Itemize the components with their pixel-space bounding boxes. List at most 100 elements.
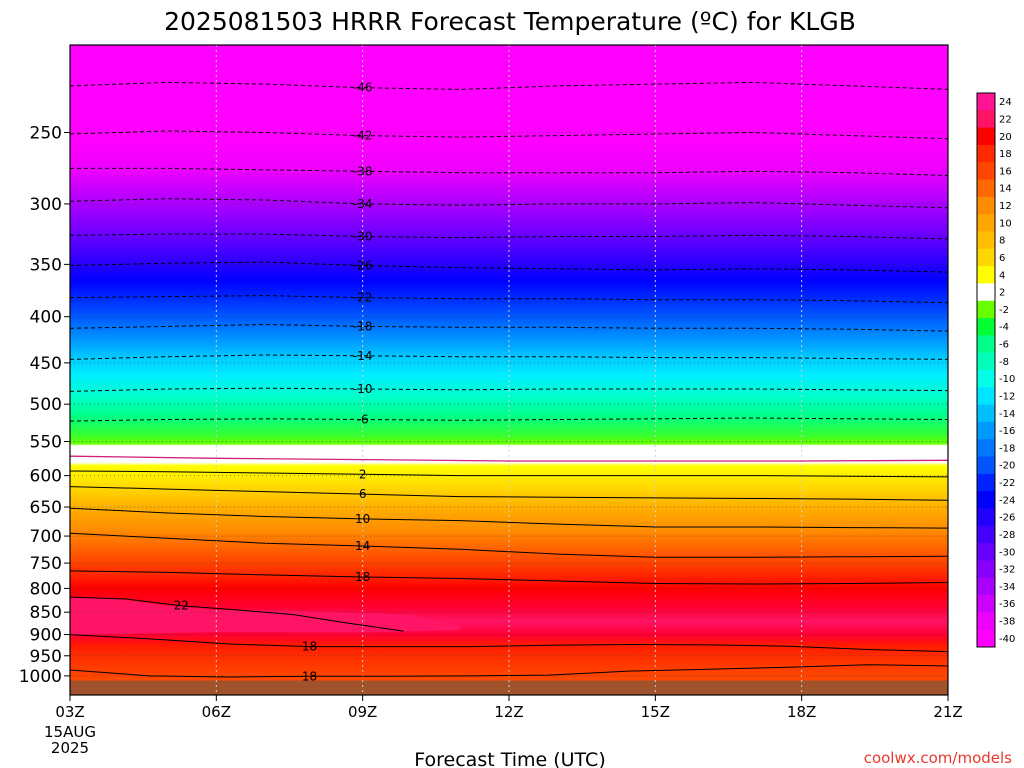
contour-line-minus-30: [69, 233, 949, 240]
contour-line-minus-34: [69, 198, 949, 209]
contour-label: -6: [357, 413, 369, 427]
contour-label: -22: [353, 291, 373, 305]
y-tick-label: 800: [30, 579, 62, 599]
x-tick-label: 12Z: [494, 703, 523, 721]
colorbar-swatch: [977, 629, 995, 648]
colorbar-tick-label: -20: [999, 461, 1015, 472]
y-tick-label: 300: [30, 195, 62, 215]
colorbar-swatch: [977, 595, 995, 613]
contour-label: -34: [353, 197, 373, 211]
y-tick-label: 500: [30, 395, 62, 415]
colorbar-tick-label: -16: [999, 426, 1015, 437]
colorbar-tick-label: -30: [999, 547, 1015, 558]
y-tick-label: 250: [30, 123, 62, 143]
y-tick-label: 950: [30, 647, 62, 667]
contour-label: 18: [302, 669, 317, 683]
colorbar-tick-label: -36: [999, 599, 1015, 610]
y-tick-label: 550: [30, 433, 62, 453]
x-tick-label: 03Z: [55, 703, 84, 721]
colorbar-tick-label: -28: [999, 530, 1015, 541]
y-tick-label: 900: [30, 626, 62, 646]
colorbar-swatch: [977, 473, 995, 492]
contour-line-minus-26: [69, 261, 949, 273]
colorbar-swatch: [977, 525, 995, 544]
contour-line-minus-22: [69, 295, 949, 304]
colorbar-tick-label: 22: [999, 114, 1012, 125]
y-tick-label: 700: [30, 527, 62, 547]
x-tick-label: 18Z: [787, 703, 816, 721]
colorbar-swatch: [977, 266, 995, 284]
contour-label: -42: [353, 129, 373, 143]
colorbar-swatch: [977, 283, 995, 302]
colorbar-tick-label: 2: [999, 288, 1005, 299]
y-axis: 250 300 350 400 450 500 550 600 650 700 750 800 850 9…: [19, 123, 70, 687]
colorbar-swatch: [977, 456, 995, 475]
contour-label: 18: [302, 640, 317, 654]
colorbar-tick-label: 14: [999, 184, 1012, 195]
y-tick-label: 350: [30, 255, 62, 275]
contour-label: 14: [355, 539, 370, 553]
y-tick-label: 450: [30, 354, 62, 374]
contour-label: -46: [353, 81, 373, 95]
colorbar-swatch: [977, 93, 995, 111]
credit-link[interactable]: coolwx.com/models: [864, 749, 1012, 767]
colorbar-tick-label: 6: [999, 253, 1005, 264]
contour-label: -26: [353, 258, 373, 272]
y-tick-label: 400: [30, 308, 62, 328]
colorbar-swatch: [977, 577, 995, 596]
contour-line-2: [69, 470, 949, 478]
y-tick-label: 850: [30, 603, 62, 623]
colorbar-swatch: [977, 335, 995, 354]
contour-line-minus-46: [69, 81, 949, 90]
colorbar-tick-label: -22: [999, 478, 1015, 489]
colorbar-tick-label: -2: [999, 305, 1009, 316]
colorbar-tick-label: -34: [999, 582, 1015, 593]
colorbar-tick-label: -8: [999, 357, 1009, 368]
x-axis: 03Z 06Z 09Z 12Z 15Z 18Z 21Z: [55, 695, 963, 721]
colorbar-tick-label: -6: [999, 340, 1009, 351]
colorbar-legend: 24 22 20 18 16 14 12 10 8 6 4 2 -2 -4 -6 -8 -10 -12 -14 -16…: [976, 92, 1015, 648]
colorbar-swatch: [977, 127, 995, 146]
colorbar-tick-label: 16: [999, 166, 1012, 177]
y-tick-label: 1000: [19, 667, 62, 687]
contour-line-minus-10: [69, 387, 949, 392]
contour-label: 6: [359, 487, 367, 501]
contour-line-minus-14: [69, 354, 949, 360]
colorbar-swatch: [977, 370, 995, 388]
colorbar-tick-label: -12: [999, 391, 1015, 402]
x-tick-label: 15Z: [641, 703, 670, 721]
colorbar-tick-label: 18: [999, 149, 1012, 160]
contour-label: -38: [353, 164, 373, 178]
contour-label: -10: [353, 382, 373, 396]
colorbar-swatch: [977, 560, 995, 579]
colorbar-swatch: [977, 612, 995, 631]
chart-title: 2025081503 HRRR Forecast Temperature (ºC…: [164, 7, 856, 36]
colorbar-tick-label: 8: [999, 236, 1005, 247]
colorbar-tick-label: 10: [999, 218, 1012, 229]
contour-line-minus-38: [70, 167, 949, 176]
contour-label: -18: [353, 319, 373, 333]
colorbar-tick-label: -38: [999, 617, 1015, 628]
freezing-level-line: [69, 455, 949, 462]
colorbar-swatch: [977, 214, 995, 232]
colorbar-tick-label: 20: [999, 132, 1012, 143]
contour-label: -14: [353, 349, 373, 363]
colorbar-swatch: [977, 110, 995, 129]
colorbar-swatch: [977, 421, 995, 440]
colorbar-swatch: [977, 144, 995, 163]
x-tick-label: 06Z: [202, 703, 231, 721]
colorbar-swatch: [977, 491, 995, 509]
colorbar-frame: [976, 92, 996, 648]
colorbar-tick-label: 4: [999, 270, 1005, 281]
x-axis-label: Forecast Time (UTC): [414, 749, 605, 768]
colorbar-swatch: [977, 162, 995, 181]
colorbar-swatch: [977, 196, 995, 215]
colorbar-swatch: [977, 318, 995, 336]
colorbar-tick-label: -18: [999, 443, 1015, 454]
contour-line-minus-6: [69, 417, 949, 422]
x-tick-label: 09Z: [348, 703, 377, 721]
contour-line-6: [69, 486, 949, 501]
y-tick-label: 600: [30, 467, 62, 487]
contour-label: 22: [174, 599, 189, 613]
